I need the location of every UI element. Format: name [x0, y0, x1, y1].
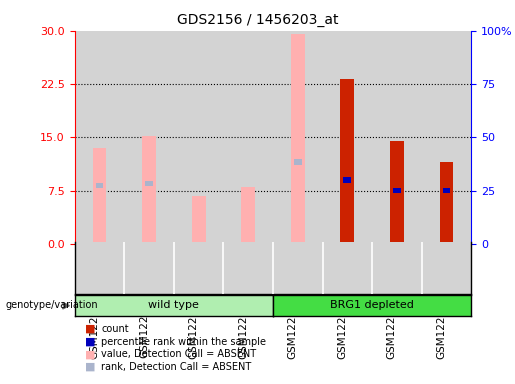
Bar	[291, 34, 305, 244]
Bar	[442, 188, 450, 194]
Bar	[344, 177, 351, 183]
Text: wild type: wild type	[148, 300, 199, 310]
Text: ■: ■	[85, 349, 95, 359]
Text: ■: ■	[85, 337, 95, 347]
Bar	[96, 183, 104, 189]
Text: ■: ■	[85, 324, 95, 334]
Text: value, Detection Call = ABSENT: value, Detection Call = ABSENT	[101, 349, 256, 359]
Text: ■: ■	[85, 362, 95, 372]
Bar	[390, 141, 404, 244]
Text: count: count	[101, 324, 129, 334]
Bar	[393, 188, 401, 194]
Bar	[439, 162, 453, 244]
Text: rank, Detection Call = ABSENT: rank, Detection Call = ABSENT	[101, 362, 252, 372]
Bar	[145, 180, 153, 186]
Text: BRG1 depleted: BRG1 depleted	[330, 300, 414, 310]
Bar	[340, 79, 354, 244]
Bar	[192, 195, 205, 244]
Text: genotype/variation: genotype/variation	[5, 300, 98, 310]
Bar	[294, 159, 302, 165]
Bar	[241, 187, 255, 244]
Text: GDS2156 / 1456203_at: GDS2156 / 1456203_at	[177, 13, 338, 27]
Bar	[93, 148, 107, 244]
Bar	[142, 136, 156, 244]
Text: percentile rank within the sample: percentile rank within the sample	[101, 337, 266, 347]
